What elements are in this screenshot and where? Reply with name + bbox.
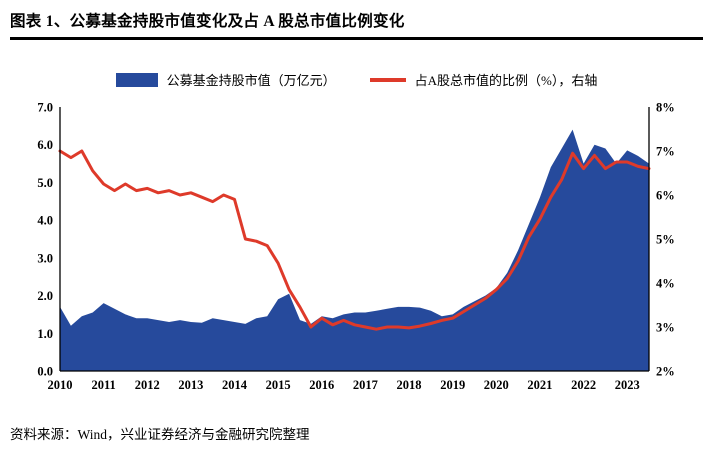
x-axis-tick-label: 2021: [527, 378, 552, 392]
left-axis-tick-label: 2.0: [37, 289, 53, 303]
area-legend-label: 公募基金持股市值（万亿元）: [166, 73, 336, 88]
right-axis-tick-label: 4%: [656, 277, 675, 291]
chart: 7.0 6.0 5.0 4.0 3.0 2.0 1.0 0.0 8% 7% 6% 5% 4% 3% 2% 20…: [10, 97, 703, 399]
x-axis-tick-label: 2010: [48, 378, 73, 392]
line-legend-swatch: [369, 77, 406, 82]
x-axis-tick-label: 2019: [440, 378, 465, 392]
left-axis-tick-label: 7.0: [37, 101, 53, 115]
line-legend-label: 占A股总市值的比例（%），右轴: [414, 73, 598, 88]
left-axis-tick-label: 3.0: [37, 251, 53, 265]
left-axis-tick-label: 6.0: [37, 138, 53, 152]
x-axis-tick-label: 2011: [91, 378, 115, 392]
area-series: [60, 129, 649, 371]
x-axis-tick-label: 2017: [353, 378, 378, 392]
x-axis-tick-label: 2014: [222, 378, 248, 392]
left-axis-tick-label: 4.0: [37, 214, 53, 228]
ratio-line: [58, 149, 651, 331]
right-axis-tick-label: 6%: [656, 189, 675, 203]
legend-item-line: 占A股总市值的比例（%），右轴: [369, 70, 598, 89]
right-axis-tick-label: 3%: [656, 321, 675, 335]
x-axis-tick-label: 2020: [484, 378, 509, 392]
x-axis-tick-label: 2016: [309, 378, 334, 392]
x-axis-tick-label: 2022: [571, 378, 596, 392]
chart-svg: 7.0 6.0 5.0 4.0 3.0 2.0 1.0 0.0 8% 7% 6% 5% 4% 3% 2% 20…: [37, 101, 675, 393]
x-axis-tick-label: 2018: [397, 378, 422, 392]
title-divider: [10, 37, 703, 40]
left-axis-tick-label: 0.0: [37, 365, 53, 379]
chart-legend: 公募基金持股市值（万亿元） 占A股总市值的比例（%），右轴: [10, 70, 703, 89]
source-note: 资料来源：Wind，兴业证券经济与金融研究院整理: [10, 427, 310, 442]
right-axis-tick-label: 5%: [656, 233, 675, 247]
x-axis-tick-label: 2023: [615, 378, 640, 392]
left-axis-tick-label: 5.0: [37, 176, 53, 190]
x-axis-tick-label: 2013: [178, 378, 203, 392]
right-axis-tick-label: 8%: [656, 101, 675, 115]
legend-item-area: 公募基金持股市值（万亿元）: [115, 70, 336, 89]
x-axis-tick-label: 2012: [135, 378, 160, 392]
x-axis-tick-label: 2015: [266, 378, 291, 392]
right-axis-tick-label: 2%: [656, 365, 675, 379]
figure-title: 图表 1、公募基金持股市值变化及占 A 股总市值比例变化: [10, 13, 405, 30]
left-axis-tick-label: 1.0: [37, 327, 53, 341]
area-legend-swatch: [115, 72, 158, 87]
right-axis-tick-label: 7%: [656, 145, 675, 159]
